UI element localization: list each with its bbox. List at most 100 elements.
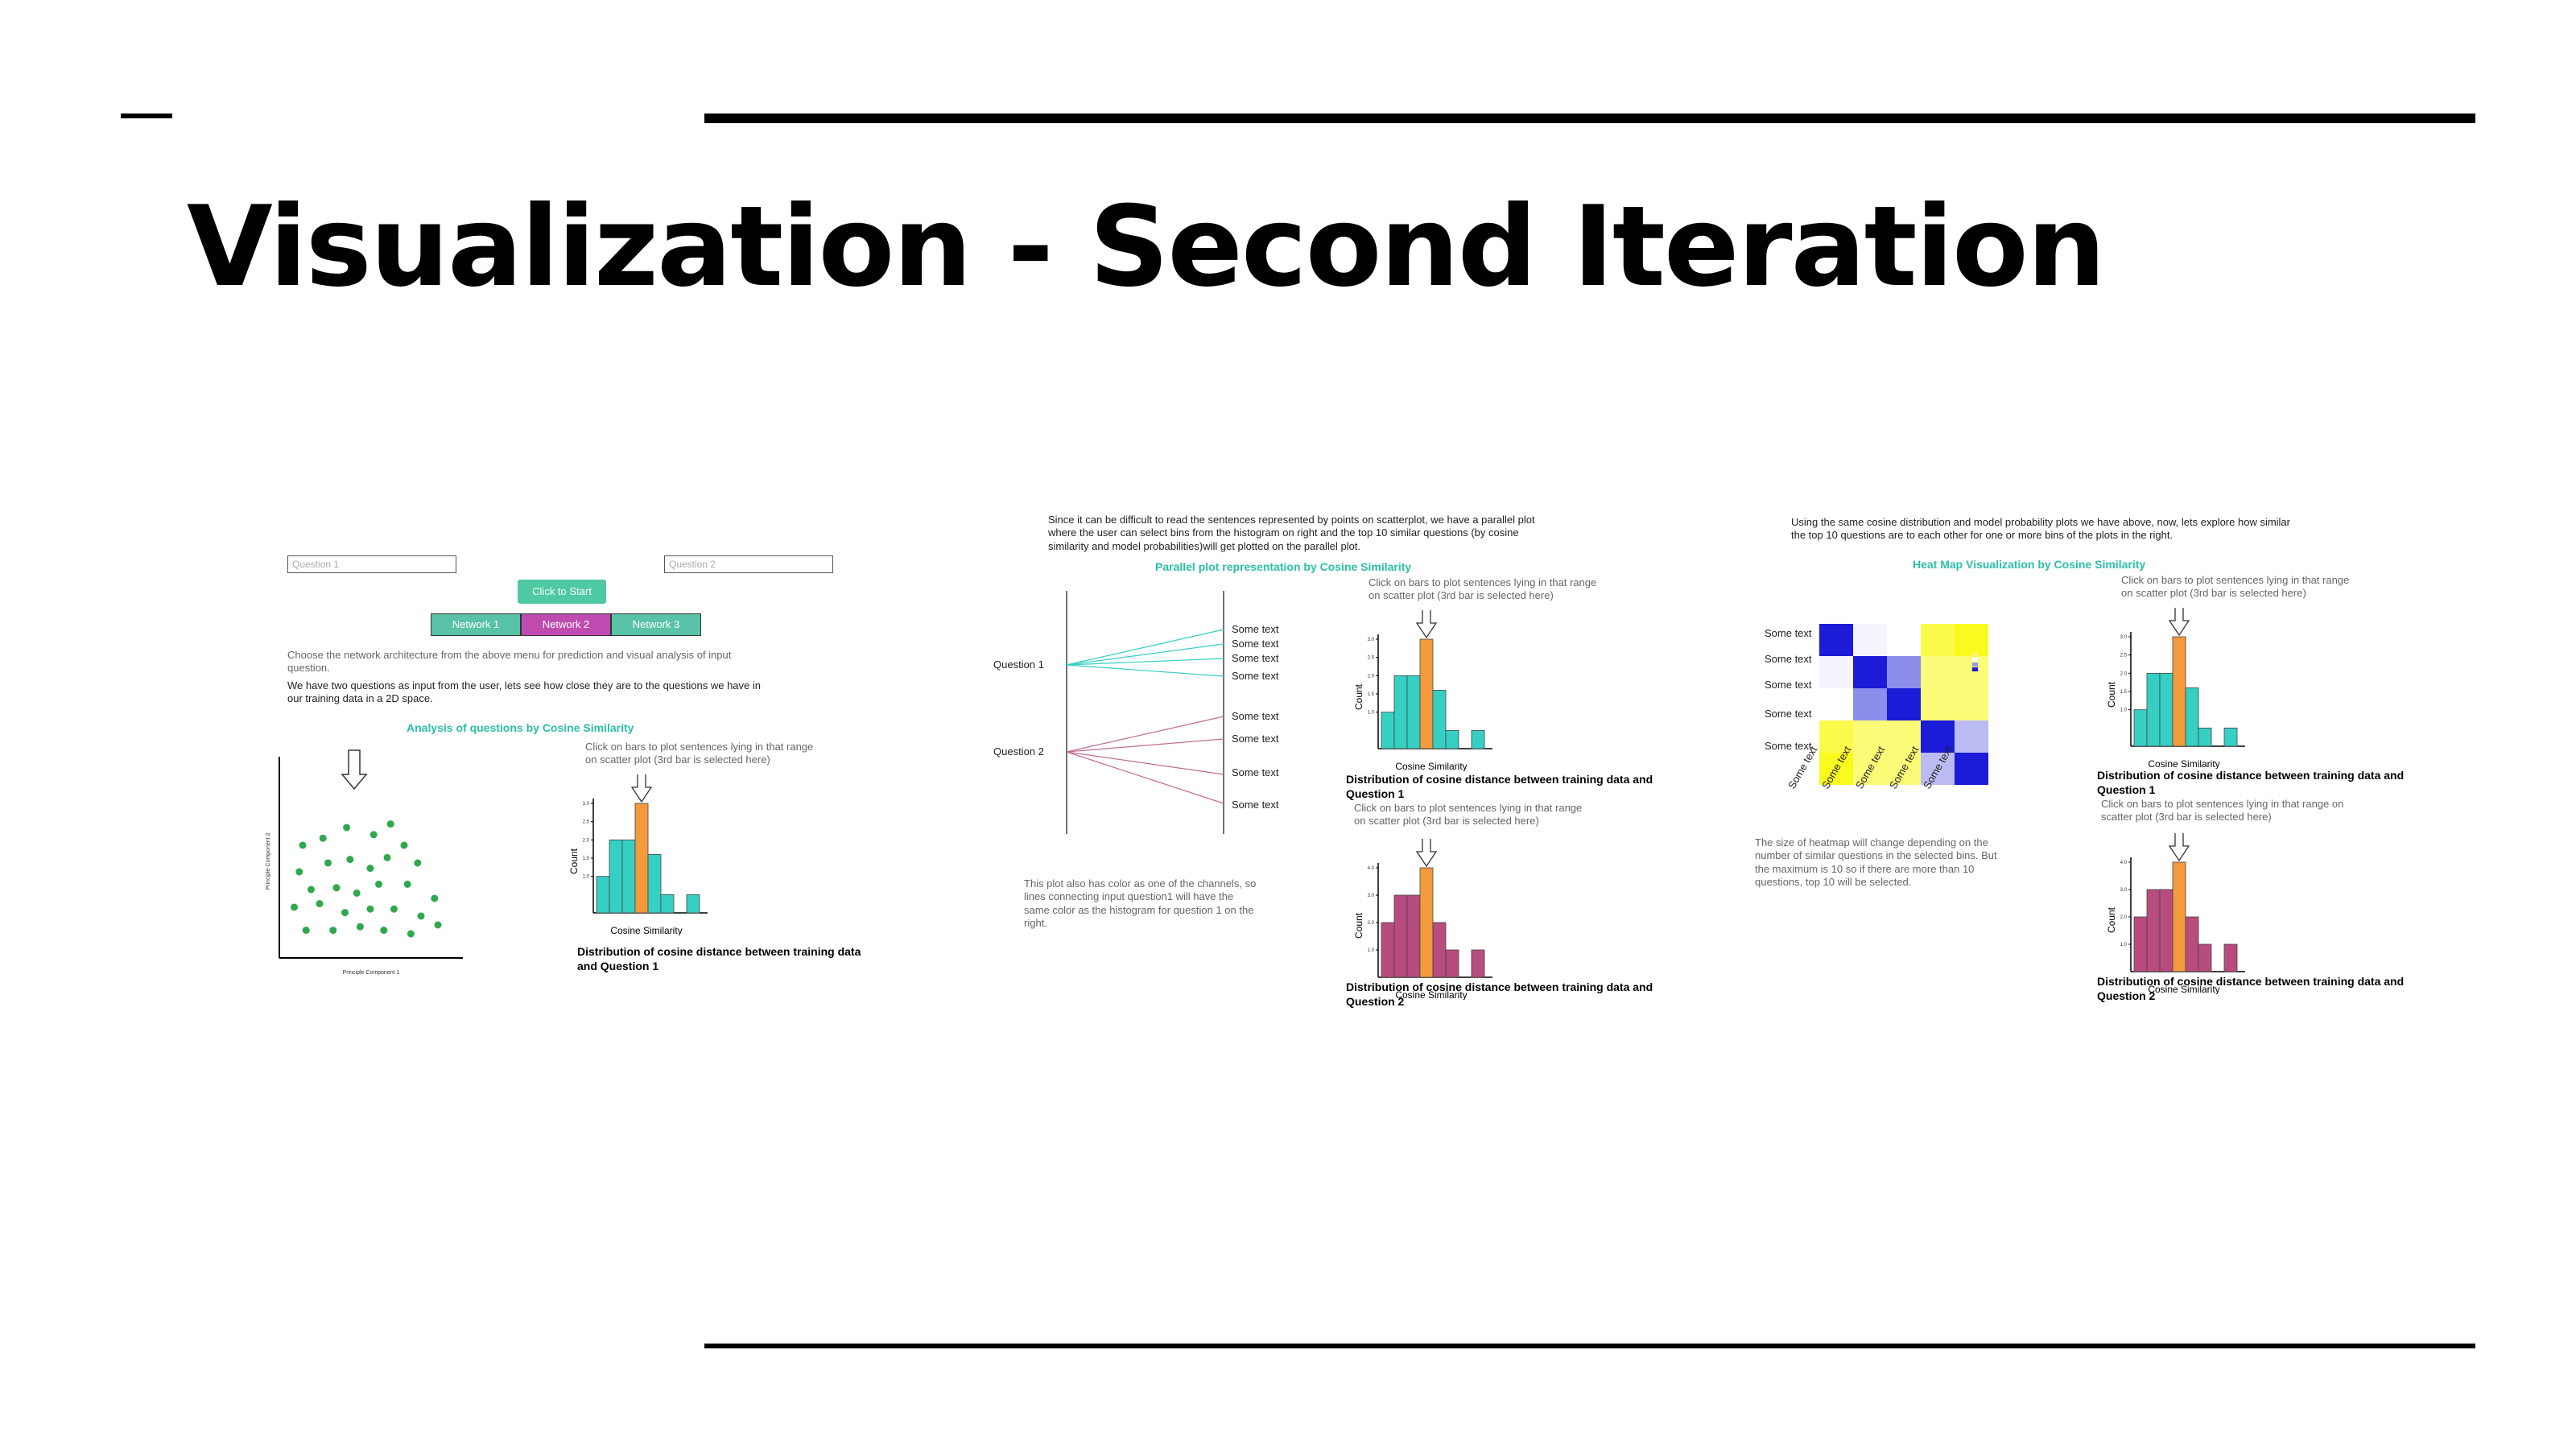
scatter-point[interactable] <box>414 859 422 867</box>
parallel-question2-histogram[interactable]: Count Cosine Similarity 1.0 2.0 3.0 4.0 <box>1344 839 1505 1000</box>
scatter-point[interactable] <box>343 824 351 832</box>
heatmap-cell[interactable] <box>1819 688 1853 720</box>
heatmap-cell[interactable] <box>1887 720 1921 753</box>
heatmap-cell[interactable] <box>1955 753 1988 785</box>
parallel-item-3[interactable]: Some text <box>1232 652 1279 664</box>
hist-bar[interactable] <box>2223 727 2238 747</box>
scatter-point[interactable] <box>366 905 374 913</box>
hist-bar[interactable] <box>1393 675 1408 749</box>
scatter-point[interactable] <box>380 927 388 935</box>
hist-bar-selected[interactable] <box>1419 867 1434 978</box>
heatmap-cell[interactable] <box>1921 656 1955 688</box>
scatter-point[interactable] <box>356 923 364 931</box>
scatter-point[interactable] <box>353 889 361 897</box>
start-button[interactable]: Click to Start <box>518 580 606 604</box>
hist-bar[interactable] <box>1406 675 1421 749</box>
heatmap-cell[interactable] <box>1887 753 1921 785</box>
scatter-point[interactable] <box>383 853 391 861</box>
question-2-input[interactable]: Question 2 <box>664 555 833 573</box>
heatmap-question1-histogram[interactable]: Count Cosine Similarity 1.0 1.5 2.0 2.5 3.0 <box>2097 608 2258 769</box>
hist-bar[interactable] <box>1471 949 1485 978</box>
scatter-point[interactable] <box>332 884 341 892</box>
scatter-point[interactable] <box>316 900 324 908</box>
parallel-item-6[interactable]: Some text <box>1232 733 1279 745</box>
hist-bar-selected[interactable] <box>1419 638 1434 749</box>
heatmap-cell[interactable] <box>1955 656 1988 688</box>
hist-bar[interactable] <box>647 854 662 914</box>
hist-bar[interactable] <box>2159 889 2174 972</box>
hist-bar[interactable] <box>1432 922 1447 978</box>
heatmap-question2-histogram[interactable]: Count Cosine Similarity 1.0 2.0 3.0 4.0 <box>2097 833 2258 994</box>
heatmap-cell[interactable] <box>1887 656 1921 688</box>
scatter-point[interactable] <box>366 865 374 873</box>
scatter-point[interactable] <box>329 927 337 935</box>
hist-bar[interactable] <box>2159 672 2174 747</box>
hist-bar-selected[interactable] <box>2172 636 2186 747</box>
hist-bar[interactable] <box>2223 943 2238 972</box>
scatter-point[interactable] <box>407 930 415 938</box>
parallel-item-7[interactable]: Some text <box>1232 766 1279 778</box>
scatter-point[interactable] <box>299 841 307 849</box>
scatter-point[interactable] <box>308 886 315 894</box>
heatmap-cell[interactable] <box>1819 624 1853 656</box>
heatmap-cell[interactable] <box>1955 624 1988 656</box>
hist-bar[interactable] <box>609 839 623 914</box>
hist-bar[interactable] <box>2198 943 2212 972</box>
heatmap-cell[interactable] <box>1887 688 1921 720</box>
hist-bar[interactable] <box>1393 894 1408 978</box>
question1-histogram[interactable]: Count Cosine Similarity 1.0 1.5 2.0 2.5 3.0 <box>559 774 720 935</box>
heatmap-cell[interactable] <box>1955 720 1988 753</box>
scatter-point[interactable] <box>434 921 442 929</box>
hist-bar[interactable] <box>2133 916 2148 972</box>
scatter-point[interactable] <box>319 834 327 842</box>
scatter-point[interactable] <box>400 841 408 849</box>
network-2-button[interactable]: Network 2 <box>521 613 611 636</box>
parallel-item-5[interactable]: Some text <box>1232 710 1279 722</box>
hist-bar[interactable] <box>2146 672 2161 747</box>
scatter-point[interactable] <box>291 903 298 911</box>
hist-bar-selected[interactable] <box>634 803 649 914</box>
network-3-button[interactable]: Network 3 <box>611 613 701 636</box>
parallel-item-1[interactable]: Some text <box>1232 623 1279 635</box>
scatter-point[interactable] <box>375 880 382 888</box>
hist-bar[interactable] <box>1432 690 1447 749</box>
heatmap-cell[interactable] <box>1921 753 1955 785</box>
hist-bar-selected[interactable] <box>2172 861 2186 972</box>
heatmap-cell[interactable] <box>1853 688 1887 720</box>
scatter-point[interactable] <box>390 905 398 913</box>
question-1-input[interactable]: Question 1 <box>287 555 456 573</box>
heatmap-cell[interactable] <box>1921 624 1955 656</box>
heatmap-cell[interactable] <box>1955 688 1988 720</box>
heatmap-cell[interactable] <box>1819 753 1853 785</box>
hist-bar[interactable] <box>2133 709 2148 747</box>
hist-bar[interactable] <box>2185 687 2199 747</box>
hist-bar[interactable] <box>1381 712 1395 749</box>
hist-bar[interactable] <box>1445 949 1459 978</box>
hist-bar[interactable] <box>660 894 675 914</box>
hist-bar[interactable] <box>686 894 700 914</box>
scatter-point[interactable] <box>369 831 378 839</box>
parallel-item-4[interactable]: Some text <box>1232 670 1279 682</box>
heatmap-cell[interactable] <box>1853 753 1887 785</box>
hist-bar[interactable] <box>2146 889 2161 972</box>
heatmap-cell[interactable] <box>1887 624 1921 656</box>
heatmap-cell[interactable] <box>1921 720 1955 753</box>
scatter-point[interactable] <box>295 868 303 876</box>
heatmap-cell[interactable] <box>1921 688 1955 720</box>
scatter-point[interactable] <box>417 912 425 920</box>
hist-bar[interactable] <box>621 839 636 914</box>
hist-bar[interactable] <box>1406 894 1421 978</box>
hist-bar[interactable] <box>1471 729 1485 749</box>
hist-bar[interactable] <box>596 876 610 914</box>
scatter-point[interactable] <box>324 859 332 867</box>
parallel-question1-histogram[interactable]: Count Cosine Similarity 1.0 1.5 2.0 2.5 3.0 <box>1344 610 1505 771</box>
hist-bar[interactable] <box>2198 727 2212 747</box>
heatmap-cell[interactable] <box>1853 720 1887 753</box>
scatter-point[interactable] <box>431 894 439 902</box>
scatter-point[interactable] <box>403 880 411 888</box>
hist-bar[interactable] <box>2185 916 2199 972</box>
network-1-button[interactable]: Network 1 <box>431 613 521 636</box>
scatter-point[interactable] <box>346 856 354 864</box>
hist-bar[interactable] <box>1381 922 1395 978</box>
heatmap-cell[interactable] <box>1819 656 1853 688</box>
